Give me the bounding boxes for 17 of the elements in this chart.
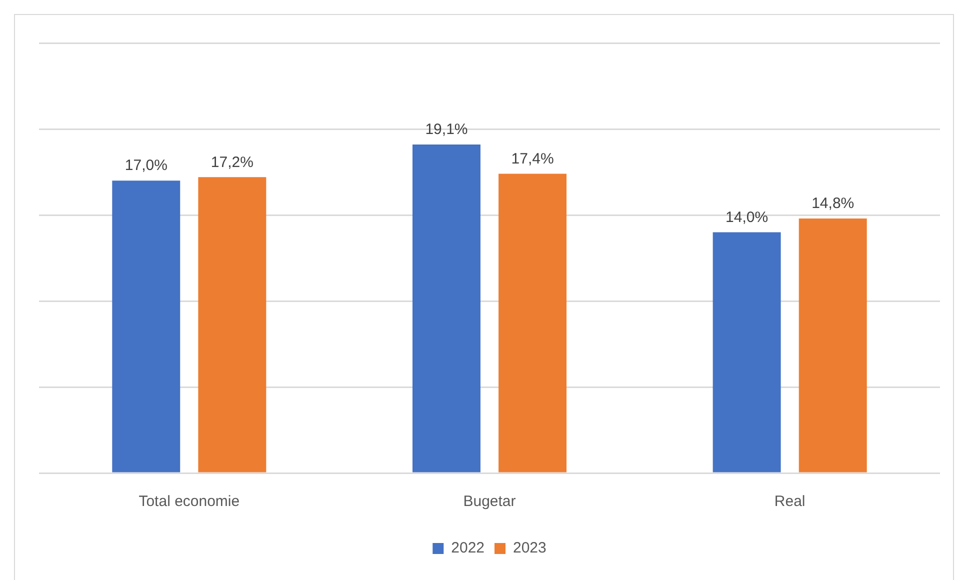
bar (798, 218, 867, 472)
data-label: 17,2% (210, 154, 254, 171)
bar (412, 144, 480, 472)
bar (112, 180, 180, 472)
legend-label: 2022 (451, 540, 485, 557)
legend-label: 2023 (513, 540, 546, 557)
bar (198, 177, 266, 472)
x-tick-label: Bugetar (463, 493, 516, 510)
x-tick-label: Total economie (138, 493, 240, 510)
data-label: 17,0% (124, 157, 168, 174)
data-label: 14,8% (812, 195, 854, 212)
x-tick-label: Real (774, 493, 806, 510)
bar (498, 174, 567, 472)
data-label: 14,0% (726, 208, 768, 226)
bar (712, 232, 781, 472)
data-label: 19,1% (425, 121, 468, 138)
data-label: 17,4% (511, 150, 554, 168)
